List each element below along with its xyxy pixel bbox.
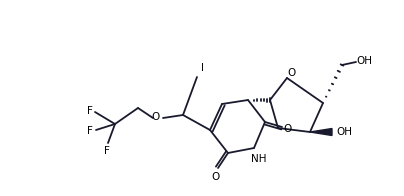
Polygon shape — [310, 129, 332, 135]
Text: O: O — [283, 124, 291, 134]
Text: O: O — [212, 172, 220, 182]
Text: F: F — [87, 126, 93, 136]
Text: I: I — [202, 63, 204, 73]
Text: O: O — [152, 112, 160, 122]
Text: O: O — [288, 68, 296, 78]
Text: F: F — [104, 146, 110, 156]
Text: NH: NH — [251, 154, 267, 164]
Text: OH: OH — [336, 127, 352, 137]
Text: OH: OH — [356, 56, 372, 66]
Text: F: F — [87, 106, 93, 116]
